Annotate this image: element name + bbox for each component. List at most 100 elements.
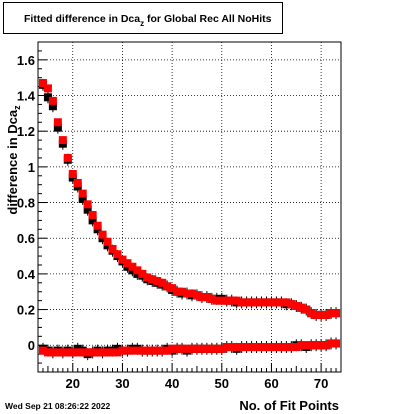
- data-point: [78, 189, 87, 198]
- data-point: [247, 298, 256, 307]
- data-point: [317, 341, 326, 350]
- data-point: [272, 343, 281, 352]
- data-point: [168, 344, 177, 353]
- chart-title: Fitted difference in Dcaz for Global Rec…: [24, 13, 271, 28]
- series-3: [38, 339, 341, 357]
- data-point: [108, 348, 117, 357]
- y-tick-label: 0: [28, 338, 35, 353]
- data-point: [272, 298, 281, 307]
- data-point: [222, 296, 231, 305]
- y-axis-label: difference in Dcaz: [5, 105, 22, 215]
- data-point: [242, 298, 251, 307]
- y-tick-label: 1: [28, 160, 35, 175]
- data-point: [282, 343, 291, 352]
- data-point: [168, 284, 177, 293]
- data-point: [178, 344, 187, 353]
- data-point: [232, 343, 241, 352]
- data-point: [297, 303, 306, 312]
- data-point: [217, 296, 226, 305]
- data-point: [332, 339, 341, 348]
- y-tick-label: 0.4: [17, 267, 36, 282]
- data-point: [68, 348, 77, 357]
- data-point: [187, 344, 196, 353]
- data-point: [327, 309, 336, 318]
- data-point: [58, 136, 67, 145]
- data-point: [252, 298, 261, 307]
- x-tick-label: 20: [66, 376, 80, 391]
- data-point: [192, 344, 201, 353]
- data-point: [68, 170, 77, 178]
- data-point: [242, 343, 251, 352]
- data-point: [217, 344, 226, 353]
- data-point: [282, 298, 291, 307]
- data-point: [43, 84, 52, 93]
- data-point: [123, 259, 132, 268]
- x-tick-label: 60: [264, 376, 278, 391]
- data-point: [118, 255, 127, 264]
- data-point: [73, 178, 82, 187]
- plot-frame: [37, 41, 342, 373]
- series-0: [38, 78, 341, 321]
- data-point: [38, 79, 47, 88]
- data-point: [163, 346, 172, 355]
- data-point: [202, 344, 211, 353]
- y-tick-label: 0.2: [17, 303, 35, 318]
- y-tick-label: 1.6: [17, 53, 35, 68]
- data-point: [327, 339, 336, 348]
- data-point: [143, 273, 152, 282]
- data-point: [133, 266, 142, 275]
- axis-ticks: [37, 41, 342, 373]
- series-1: [38, 79, 341, 319]
- data-point: [202, 293, 211, 302]
- data-point: [267, 298, 276, 307]
- data-point: [317, 310, 326, 319]
- data-point: [227, 343, 236, 352]
- data-point: [53, 348, 62, 357]
- data-point: [297, 341, 306, 350]
- data-point: [173, 344, 182, 353]
- data-point: [192, 291, 201, 300]
- data-point: [43, 93, 52, 102]
- chart-title-main: Fitted difference in Dca: [24, 13, 141, 25]
- data-point: [148, 346, 157, 355]
- data-point: [53, 123, 62, 132]
- y-tick-label: 1.2: [17, 124, 35, 139]
- data-point: [53, 118, 62, 127]
- x-tick-label: 50: [215, 376, 229, 391]
- x-tick-label: 40: [165, 376, 179, 391]
- data-point: [227, 296, 236, 305]
- data-marks: [38, 78, 341, 361]
- data-point: [108, 244, 117, 253]
- y-tick-label: 0.6: [17, 231, 35, 246]
- data-point: [48, 96, 57, 105]
- data-point: [83, 200, 92, 209]
- data-point: [118, 346, 127, 355]
- x-tick-label: 70: [314, 376, 328, 391]
- data-point: [138, 269, 147, 278]
- y-axis-label-sub: z: [12, 105, 22, 110]
- chart-title-suffix: for Global Rec All NoHits: [144, 13, 272, 25]
- y-axis-label-main: difference in Dca: [5, 109, 20, 215]
- data-point: [237, 343, 246, 352]
- data-point: [257, 343, 266, 352]
- data-point: [262, 298, 271, 307]
- chart-title-sub: z: [140, 19, 145, 28]
- data-point: [212, 344, 221, 353]
- data-point: [123, 346, 132, 355]
- data-point: [178, 287, 187, 296]
- data-point: [83, 205, 92, 214]
- data-point: [133, 346, 142, 355]
- data-point: [307, 309, 316, 318]
- data-point: [98, 230, 107, 239]
- x-tick-label: 30: [115, 376, 129, 391]
- data-point: [322, 310, 331, 319]
- data-point: [153, 346, 162, 355]
- data-point: [93, 348, 102, 357]
- data-point: [232, 296, 241, 305]
- data-point: [83, 348, 92, 357]
- y-tick-label: 1.4: [17, 89, 36, 104]
- data-point: [312, 310, 321, 319]
- data-point: [292, 302, 301, 310]
- data-point: [88, 211, 97, 220]
